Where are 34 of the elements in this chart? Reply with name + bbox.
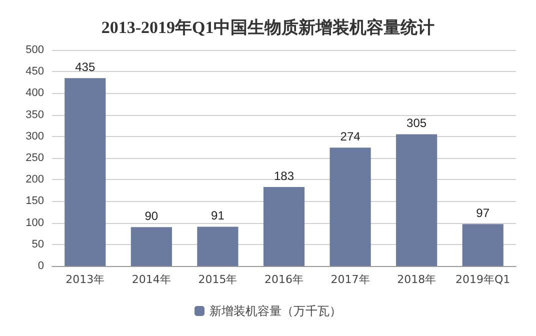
chart-title: 2013-2019年Q1中国生物质新增装机容量统计: [101, 18, 435, 37]
legend-label: 新增装机容量（万千瓦）: [210, 304, 342, 318]
y-tick-label: 300: [26, 130, 44, 142]
y-tick-label: 350: [26, 108, 44, 121]
bar: [197, 226, 238, 266]
bar: [64, 78, 106, 266]
x-tick-label: 2014年: [132, 273, 171, 286]
y-tick-label: 150: [26, 195, 44, 208]
y-tick-label: 50: [32, 238, 44, 250]
x-tick-label: 2013年: [66, 273, 105, 286]
data-label: 435: [75, 60, 96, 74]
y-tick-label: 500: [26, 44, 44, 56]
y-tick-label: 100: [26, 216, 44, 229]
bar: [462, 224, 504, 266]
data-label: 305: [406, 116, 427, 130]
y-tick-label: 450: [26, 66, 44, 78]
data-label: 97: [476, 206, 490, 220]
y-tick-label: 250: [26, 152, 44, 164]
data-label: 274: [340, 130, 361, 144]
x-tick-label: 2019年Q1: [456, 273, 510, 286]
data-label: 91: [211, 208, 225, 223]
data-label: 90: [144, 209, 158, 224]
bar: [330, 148, 371, 266]
y-tick-label: 200: [26, 174, 44, 186]
y-tick-label: 400: [26, 87, 44, 100]
x-tick-label: 2018年: [397, 273, 436, 286]
x-tick-label: 2017年: [330, 273, 370, 286]
bar: [263, 186, 305, 266]
x-tick-label: 2016年: [264, 273, 304, 286]
bar: [396, 134, 438, 266]
y-tick-label: 0: [38, 260, 44, 272]
bar: [130, 227, 172, 266]
data-label: 183: [274, 168, 294, 183]
x-tick-label: 2015年: [198, 273, 238, 286]
